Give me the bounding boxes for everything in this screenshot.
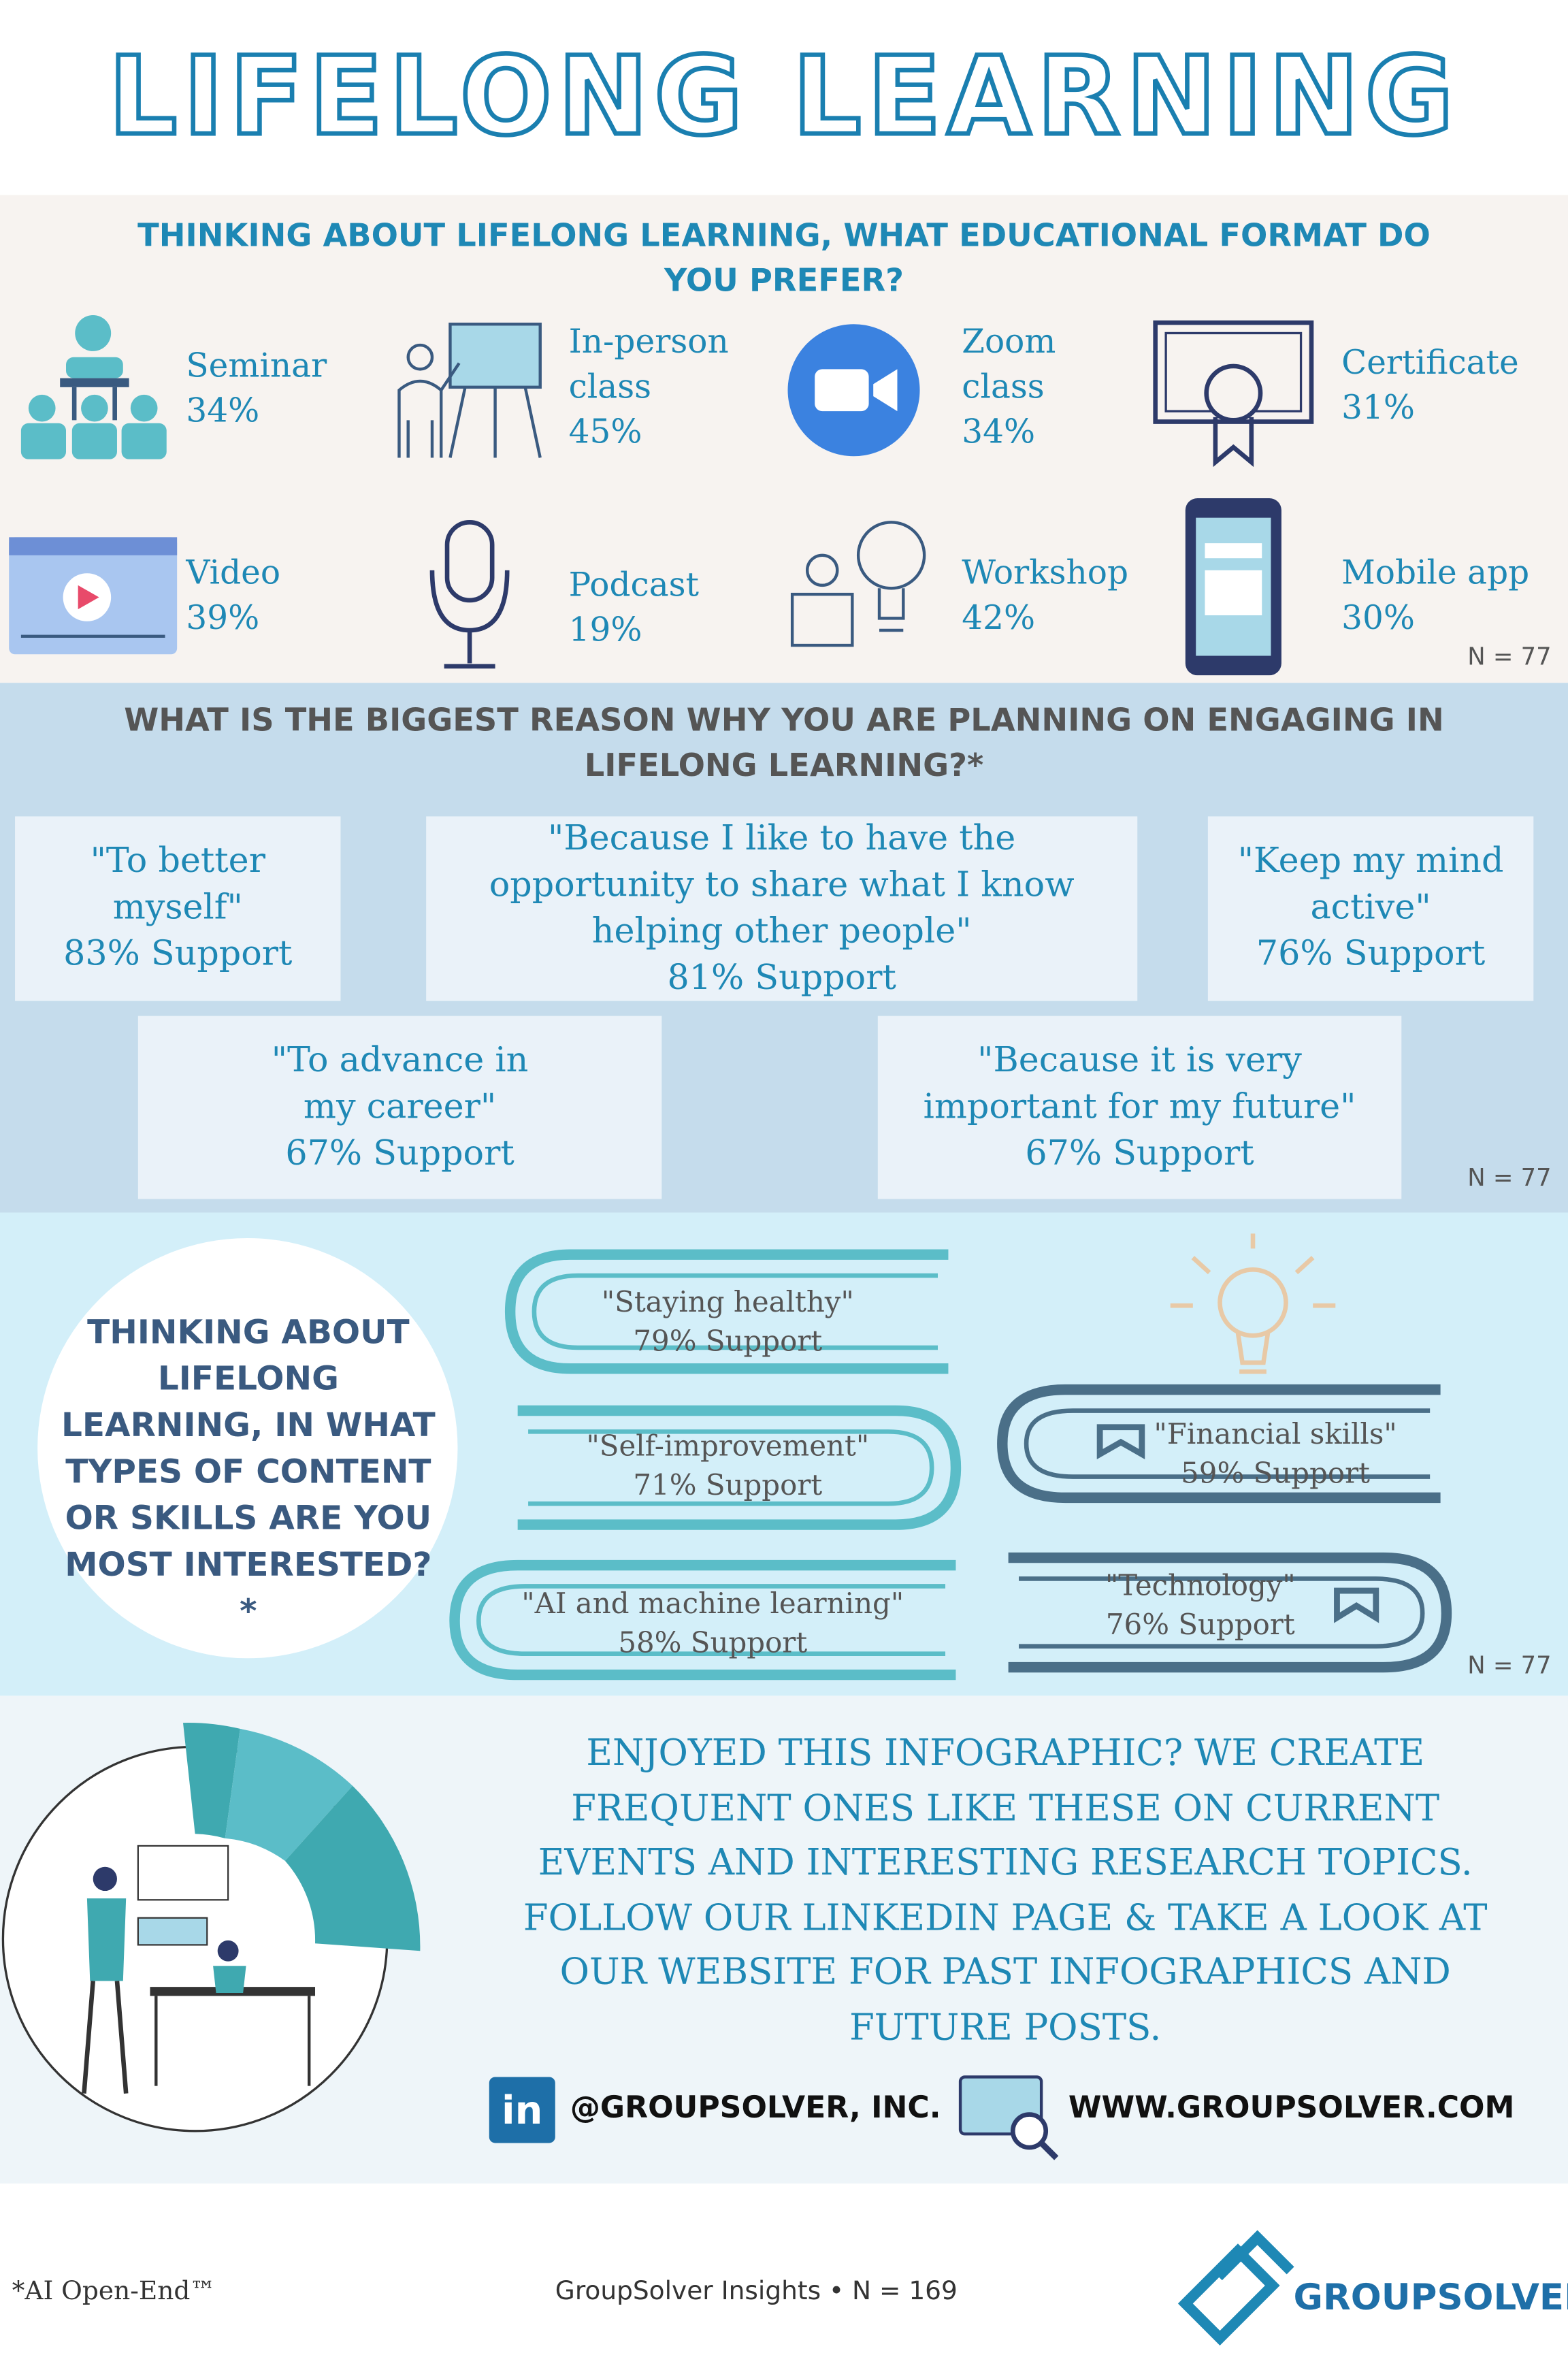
reason-support: 67% Support bbox=[1025, 1133, 1254, 1173]
format-n: N = 77 bbox=[1467, 642, 1552, 671]
cta-illustration bbox=[1, 1723, 421, 2132]
content-support: 58% Support bbox=[618, 1627, 808, 1660]
format-question: THINKING ABOUT LIFELONG LEARNING, WHAT E… bbox=[137, 217, 1431, 299]
reason-quote: "Because it is very important for my fut… bbox=[923, 1041, 1356, 1126]
content-quote: "Self-improvement" bbox=[586, 1430, 870, 1463]
content-quote: "Technology" bbox=[1105, 1570, 1296, 1603]
content-quote: "Financial skills" bbox=[1154, 1418, 1397, 1452]
format-value: 19% bbox=[568, 612, 642, 650]
footer: *AI Open-End™ GroupSolver Insights • N =… bbox=[0, 2183, 1568, 2353]
format-value: 31% bbox=[1341, 390, 1415, 428]
source: GroupSolver Insights • N = 169 bbox=[555, 2276, 958, 2307]
content-n: N = 77 bbox=[1467, 1651, 1552, 1680]
content-item: "Technology" 76% Support bbox=[1058, 1567, 1343, 1645]
format-item: Workshop 42% bbox=[962, 552, 1128, 642]
format-value: 42% bbox=[962, 600, 1036, 638]
format-item: Mobile app 30% bbox=[1341, 552, 1529, 642]
content-support: 59% Support bbox=[1181, 1457, 1370, 1491]
format-label: Seminar bbox=[186, 348, 327, 386]
format-value: 45% bbox=[568, 414, 642, 452]
format-item: Podcast 19% bbox=[569, 564, 699, 654]
format-icons bbox=[9, 315, 1314, 676]
format-label: Podcast bbox=[568, 567, 700, 605]
reason-box: "To advance in my career" 67% Support bbox=[137, 1016, 662, 1199]
reason-quote: "To advance in my career" bbox=[271, 1041, 529, 1126]
content-item: "Staying healthy" 79% Support bbox=[555, 1283, 900, 1361]
reason-box: "Keep my mind active" 76% Support bbox=[1207, 816, 1534, 1001]
format-label: Video bbox=[186, 555, 281, 593]
reason-quote: "Keep my mind active" bbox=[1237, 841, 1504, 928]
reason-box: "Because it is very important for my fut… bbox=[877, 1016, 1402, 1199]
reason-n: N = 77 bbox=[1467, 1163, 1552, 1192]
cta-icons: in bbox=[489, 2075, 1059, 2160]
content-question: THINKING ABOUT LIFELONG LEARNING, IN WHA… bbox=[61, 1314, 436, 1632]
format-value: 34% bbox=[962, 414, 1036, 452]
reason-support: 83% Support bbox=[63, 935, 293, 974]
format-value: 34% bbox=[186, 393, 260, 431]
reason-section: WHAT IS THE BIGGEST REASON WHY YOU ARE P… bbox=[0, 683, 1568, 1213]
reason-support: 67% Support bbox=[285, 1133, 514, 1173]
reason-box: "Because I like to have the opportunity … bbox=[426, 816, 1138, 1001]
format-label: Zoom class bbox=[962, 324, 1056, 407]
content-support: 71% Support bbox=[633, 1469, 823, 1503]
reason-support: 76% Support bbox=[1256, 935, 1486, 974]
content-quote: "Staying healthy" bbox=[601, 1286, 854, 1320]
reason-quote: "Because I like to have the opportunity … bbox=[489, 818, 1075, 951]
content-support: 76% Support bbox=[1105, 1608, 1295, 1642]
reason-question: WHAT IS THE BIGGEST REASON WHY YOU ARE P… bbox=[124, 702, 1444, 783]
reason-quote: "To better myself" bbox=[90, 841, 265, 928]
format-label: Workshop bbox=[962, 555, 1129, 593]
title: LIFELONG LEARNING bbox=[106, 31, 1460, 161]
content-item: "Financial skills" 59% Support bbox=[1133, 1415, 1418, 1493]
format-label: Certificate bbox=[1341, 345, 1519, 383]
books bbox=[37, 1233, 1452, 1681]
linkedin[interactable]: @GROUPSOLVER, INC. bbox=[570, 2089, 941, 2125]
format-section: THINKING ABOUT LIFELONG LEARNING, WHAT E… bbox=[0, 195, 1568, 683]
format-item: Certificate 31% bbox=[1341, 342, 1519, 432]
format-item: Video 39% bbox=[186, 552, 280, 642]
logo bbox=[1177, 2230, 1294, 2346]
reason-box: "To better myself" 83% Support bbox=[15, 816, 341, 1001]
format-item: In-person class 45% bbox=[569, 321, 764, 456]
cta-text: ENJOYED THIS INFOGRAPHIC? WE CREATE FREQ… bbox=[523, 1732, 1488, 2048]
content-quote: "AI and machine learning" bbox=[521, 1587, 904, 1621]
svg-text:in: in bbox=[502, 2088, 542, 2133]
content-support: 79% Support bbox=[633, 1325, 823, 1359]
brand: GROUPSOLVER bbox=[1293, 2276, 1568, 2319]
format-value: 39% bbox=[186, 600, 260, 638]
format-item: Zoom class 34% bbox=[962, 321, 1096, 456]
format-label: In-person class bbox=[568, 324, 729, 407]
format-label: Mobile app bbox=[1341, 555, 1530, 593]
reason-support: 81% Support bbox=[667, 958, 896, 998]
cta-section: ENJOYED THIS INFOGRAPHIC? WE CREATE FREQ… bbox=[0, 1695, 1568, 2184]
website[interactable]: WWW.GROUPSOLVER.COM bbox=[1068, 2089, 1515, 2125]
content-section: THINKING ABOUT LIFELONG LEARNING, IN WHA… bbox=[0, 1212, 1568, 1696]
format-value: 30% bbox=[1341, 600, 1415, 638]
format-item: Seminar 34% bbox=[186, 345, 327, 435]
content-item: "Self-improvement" 71% Support bbox=[540, 1427, 915, 1506]
footnote: *AI Open-End™ bbox=[12, 2276, 216, 2307]
content-item: "AI and machine learning" 58% Support bbox=[480, 1585, 945, 1663]
